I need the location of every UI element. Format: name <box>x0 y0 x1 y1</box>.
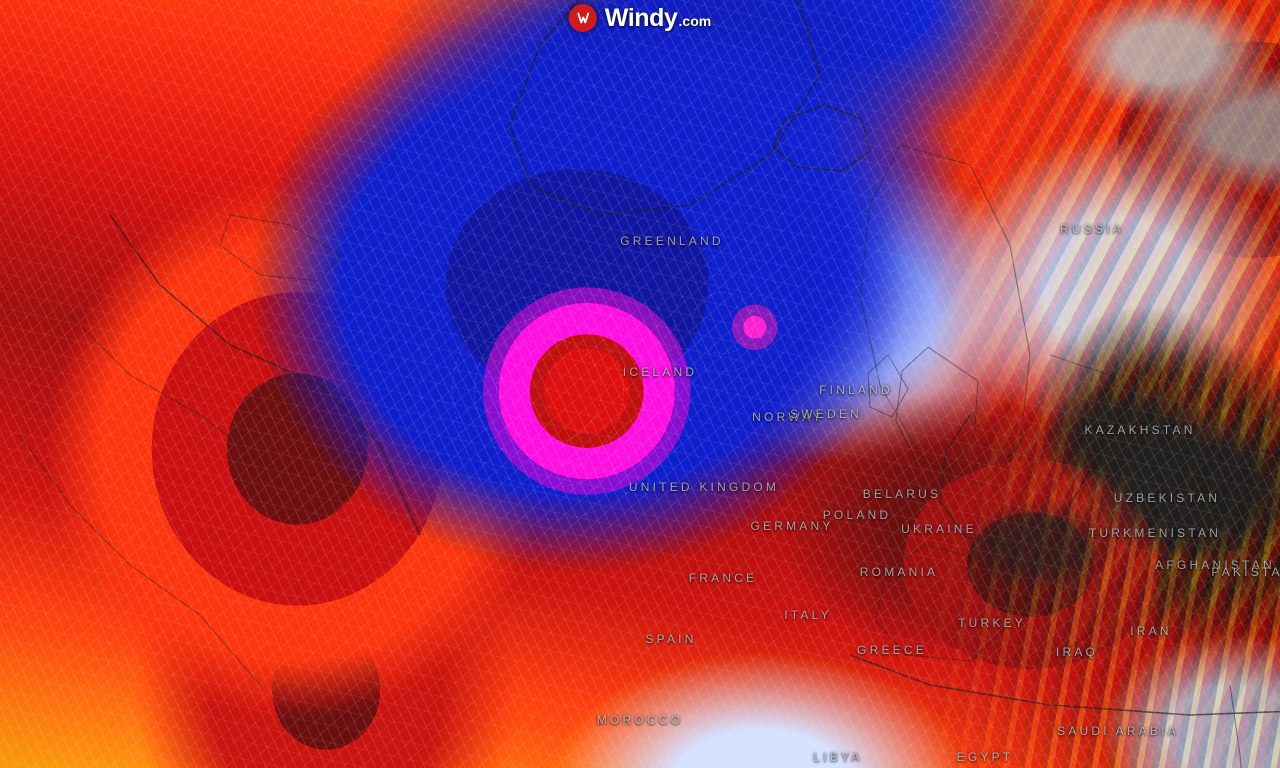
windy-logo-tld: .com <box>678 12 712 29</box>
windy-logo-text: Windy .com <box>604 3 712 32</box>
windy-logo[interactable]: Windy .com <box>568 3 712 32</box>
windy-w-icon <box>568 4 597 32</box>
windy-logo-name: Windy <box>604 3 678 32</box>
cyclone-swirl-ring <box>420 262 678 520</box>
cyclone-swirl-ring <box>656 256 790 390</box>
